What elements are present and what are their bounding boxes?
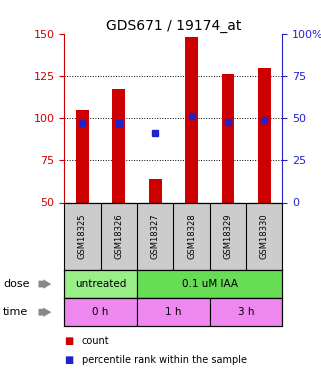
- Text: GSM18330: GSM18330: [260, 213, 269, 259]
- Text: 0 h: 0 h: [92, 307, 109, 317]
- Bar: [137, 298, 210, 326]
- Text: GSM18326: GSM18326: [114, 213, 123, 259]
- Text: GSM18325: GSM18325: [78, 213, 87, 259]
- Bar: [221, 74, 234, 202]
- Title: GDS671 / 19174_at: GDS671 / 19174_at: [106, 19, 241, 33]
- Bar: [64, 270, 137, 298]
- Text: ■: ■: [64, 355, 74, 365]
- Text: GSM18329: GSM18329: [223, 213, 232, 259]
- Bar: [149, 179, 161, 203]
- Text: dose: dose: [3, 279, 30, 289]
- Text: 1 h: 1 h: [165, 307, 182, 317]
- Text: untreated: untreated: [75, 279, 126, 289]
- Bar: [137, 270, 282, 298]
- Bar: [64, 298, 137, 326]
- Text: GSM18327: GSM18327: [151, 213, 160, 259]
- Bar: [185, 37, 198, 203]
- Text: GSM18328: GSM18328: [187, 213, 196, 259]
- Bar: [210, 298, 282, 326]
- Text: ■: ■: [64, 336, 74, 346]
- Text: count: count: [82, 336, 109, 346]
- Text: percentile rank within the sample: percentile rank within the sample: [82, 355, 247, 365]
- Bar: [258, 68, 271, 203]
- Bar: [112, 90, 125, 202]
- Text: time: time: [3, 307, 29, 317]
- Bar: [76, 110, 89, 202]
- Text: 3 h: 3 h: [238, 307, 254, 317]
- Text: 0.1 uM IAA: 0.1 uM IAA: [182, 279, 238, 289]
